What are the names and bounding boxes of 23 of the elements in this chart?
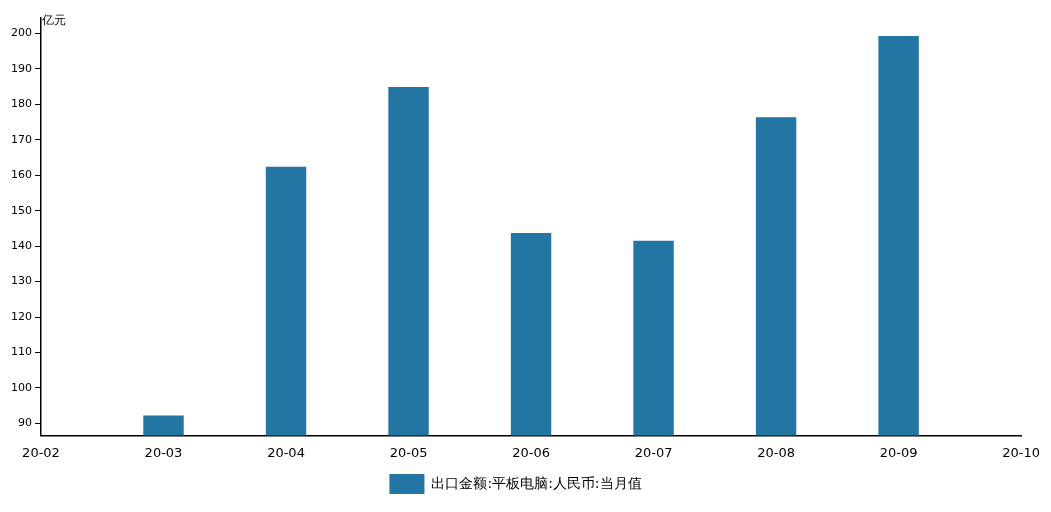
x-tick-label: 20-07 (634, 444, 673, 460)
y-tick-label: 100 (11, 380, 32, 394)
x-tick-label: 20-05 (389, 444, 428, 460)
y-tick-label: 90 (18, 416, 32, 430)
y-tick-label: 150 (11, 203, 32, 217)
legend-label: 出口金额:平板电脑:人民币:当月值 (431, 474, 642, 491)
x-tick-label: 20-06 (512, 444, 550, 460)
x-tick-label: 20-09 (879, 444, 918, 460)
y-tick-label: 170 (11, 132, 32, 146)
y-tick-label: 180 (11, 97, 32, 111)
y-tick-label: 120 (11, 309, 32, 323)
y-tick-label: 110 (11, 345, 32, 359)
y-tick-label: 130 (11, 274, 32, 288)
y-axis-title: 亿元 (41, 12, 66, 27)
y-tick-label: 200 (11, 26, 32, 40)
x-tick-label: 20-08 (757, 444, 795, 460)
x-tick-label: 20-03 (144, 444, 183, 460)
y-tick-label: 160 (11, 168, 32, 182)
y-tick-label: 140 (11, 239, 32, 253)
x-tick-label: 20-02 (22, 444, 60, 460)
x-tick-label: 20-04 (267, 444, 305, 460)
x-tick-label: 20-10 (1002, 444, 1040, 460)
y-tick-label: 190 (11, 61, 32, 75)
